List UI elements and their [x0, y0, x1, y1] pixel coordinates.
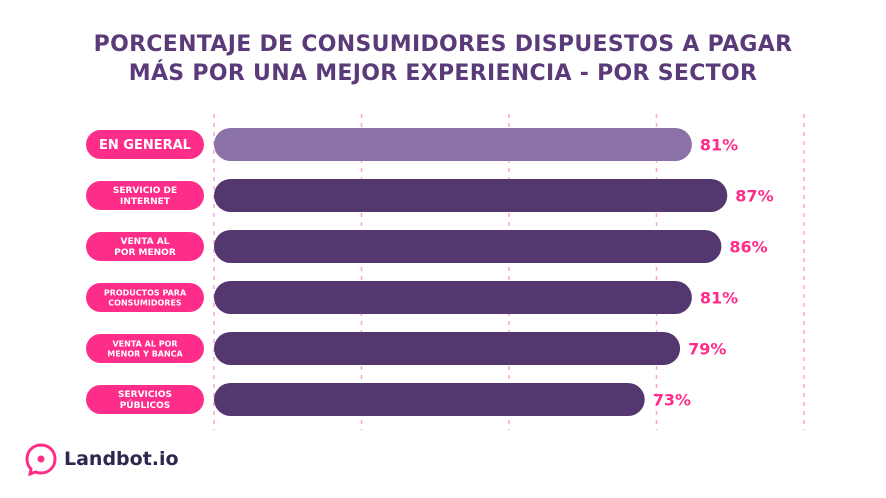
value-label-2: 86% — [729, 238, 767, 257]
category-label-1-line-0: SERVICIO DE — [113, 186, 177, 196]
value-label-4: 79% — [688, 340, 726, 359]
category-label-4-line-1: MENOR Y BANCA — [107, 349, 183, 358]
bar-5 — [214, 383, 645, 416]
value-label-5: 73% — [653, 391, 691, 410]
brand-name: Landbot.io — [64, 448, 179, 470]
category-label-bg-5 — [86, 385, 204, 414]
category-label-bg-3 — [86, 283, 204, 312]
category-label-bg-2 — [86, 232, 204, 261]
category-label-4-line-0: VENTA AL POR — [112, 339, 177, 348]
value-label-3: 81% — [700, 289, 738, 308]
value-label-0: 81% — [700, 136, 738, 155]
bar-3 — [214, 281, 692, 314]
category-label-5-line-1: PÚBLICOS — [120, 399, 171, 411]
category-label-bg-0 — [86, 130, 204, 159]
category-label-2-line-0: VENTA AL — [121, 237, 170, 247]
value-label-1: 87% — [735, 187, 773, 206]
category-label-bg-1 — [86, 181, 204, 210]
category-label-2-line-1: POR MENOR — [114, 248, 176, 258]
landbot-logo-icon — [25, 443, 57, 476]
category-label-3-line-0: PRODUCTOS PARA — [104, 288, 187, 297]
category-label-1-line-1: INTERNET — [120, 197, 171, 207]
bar-2 — [214, 230, 722, 263]
category-label-0-line-0: EN GENERAL — [99, 138, 191, 153]
chart-title-line-1: PORCENTAJE DE CONSUMIDORES DISPUESTOS A … — [93, 32, 793, 57]
chart-title-line-2: MÁS POR UNA MEJOR EXPERIENCIA - POR SECT… — [128, 61, 758, 86]
category-label-5-line-0: SERVICIOS — [118, 390, 172, 400]
category-label-bg-4 — [86, 334, 204, 363]
bar-0 — [214, 128, 692, 161]
bar-1 — [214, 179, 728, 212]
bar-4 — [214, 332, 681, 365]
category-label-3-line-1: CONSUMIDORES — [108, 298, 182, 307]
chart-title: PORCENTAJE DE CONSUMIDORES DISPUESTOS A … — [0, 30, 886, 88]
brand-logo: Landbot.io — [24, 441, 179, 477]
